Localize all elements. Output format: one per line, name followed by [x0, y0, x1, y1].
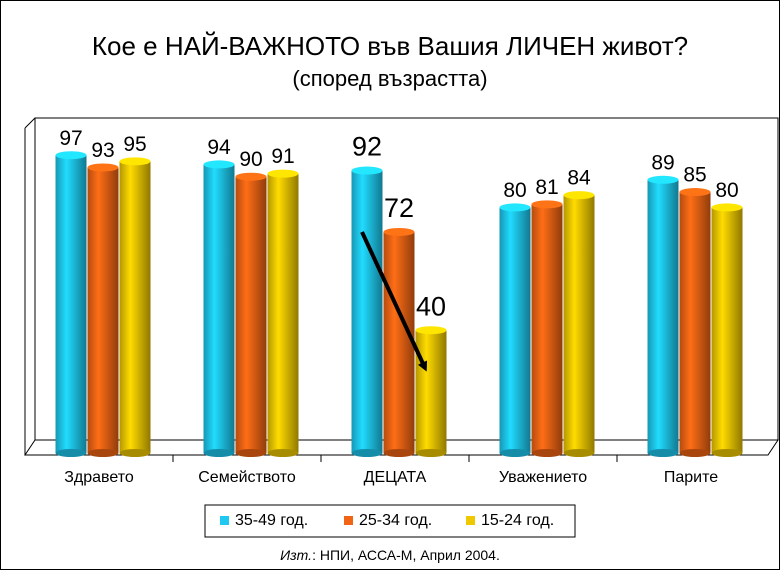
bar-top — [711, 203, 743, 212]
bar-top — [679, 188, 711, 197]
source: Изт.: НПИ, АССА-М, Април 2004. — [280, 547, 500, 563]
bar — [383, 227, 415, 457]
bar-body — [531, 204, 563, 453]
bar-top — [267, 169, 299, 178]
bar-base — [531, 449, 563, 457]
source-text: : НПИ, АССА-М, Април 2004. — [312, 547, 500, 563]
bar-top — [415, 326, 447, 335]
bar-top — [563, 191, 595, 200]
data-label: 91 — [271, 145, 294, 168]
x-tick-label: Уважението — [499, 469, 587, 486]
x-tick-label: Семейството — [198, 469, 296, 486]
bar-top — [647, 175, 679, 184]
legend-label: 35-49 год. — [235, 512, 308, 529]
data-label: 85 — [683, 164, 706, 187]
bar — [267, 169, 299, 457]
data-label: 97 — [59, 127, 82, 150]
bar-top — [383, 227, 415, 236]
bar-body — [383, 231, 415, 453]
bar-base — [499, 449, 531, 457]
bar-top — [203, 160, 235, 169]
data-label: 80 — [503, 179, 526, 202]
bar-body — [679, 192, 711, 454]
bar-base — [55, 449, 87, 457]
bar-top — [235, 172, 267, 181]
bar-body — [267, 173, 299, 453]
bar — [415, 326, 447, 457]
bar-body — [55, 155, 87, 453]
bar-body — [499, 207, 531, 453]
bar-base — [87, 449, 119, 457]
bar-base — [679, 449, 711, 457]
annotation-arrow — [360, 231, 428, 372]
bar-top — [87, 163, 119, 172]
chart-title: Кое е НАЙ-ВАЖНОТО във Вашия ЛИЧЕН живот? — [92, 31, 688, 61]
bar-body — [351, 170, 383, 453]
bar-body — [563, 195, 595, 453]
bar-body — [711, 207, 743, 453]
bar-top — [531, 200, 563, 209]
plot-side — [24, 117, 36, 129]
legend — [204, 504, 576, 538]
source-prefix: Изт. — [280, 547, 312, 563]
bar — [711, 203, 743, 457]
bar-top — [499, 203, 531, 212]
chart-subtitle: (според възрастта) — [292, 66, 487, 91]
data-label: 90 — [239, 148, 262, 171]
data-label: 95 — [123, 133, 146, 156]
data-label: 92 — [352, 132, 382, 162]
data-label: 72 — [384, 193, 414, 223]
legend-swatch — [220, 516, 229, 525]
data-label: 89 — [651, 151, 674, 174]
bar-body — [647, 179, 679, 453]
bar-base — [383, 449, 415, 457]
x-tick-label: Здравето — [64, 469, 134, 486]
bar-top — [119, 157, 151, 166]
legend-swatch — [466, 516, 475, 525]
bar-top — [351, 166, 383, 175]
x-tick-label: Парите — [664, 469, 718, 486]
data-label: 40 — [416, 291, 446, 321]
bar — [119, 157, 151, 457]
bar-base — [415, 449, 447, 457]
bar — [647, 175, 679, 457]
bar-base — [351, 449, 383, 457]
bar-body — [119, 161, 151, 453]
data-label: 81 — [535, 176, 558, 199]
bar — [679, 188, 711, 457]
bar-body — [235, 176, 267, 453]
bar — [563, 191, 595, 457]
bar-base — [119, 449, 151, 457]
bar-body — [203, 164, 235, 454]
bar — [351, 166, 383, 457]
bar-body — [87, 167, 119, 454]
data-label: 80 — [715, 179, 738, 202]
legend-swatch — [344, 516, 353, 525]
bar — [55, 151, 87, 457]
bar — [499, 203, 531, 457]
bar-top — [55, 151, 87, 160]
data-label: 93 — [91, 139, 114, 162]
data-label: 84 — [567, 167, 591, 190]
bar — [235, 172, 267, 457]
bar-base — [267, 449, 299, 457]
bar-base — [203, 449, 235, 457]
bar-body — [415, 330, 447, 453]
legend-label: 15-24 год. — [481, 512, 554, 529]
bar — [87, 163, 119, 457]
bar-base — [235, 449, 267, 457]
legend-label: 25-34 год. — [359, 512, 432, 529]
data-label: 94 — [207, 136, 231, 159]
bar — [531, 200, 563, 457]
bar — [203, 160, 235, 457]
x-tick-label: ДЕЦАТА — [364, 469, 427, 486]
bar-base — [647, 449, 679, 457]
bar-base — [563, 449, 595, 457]
bar-base — [711, 449, 743, 457]
